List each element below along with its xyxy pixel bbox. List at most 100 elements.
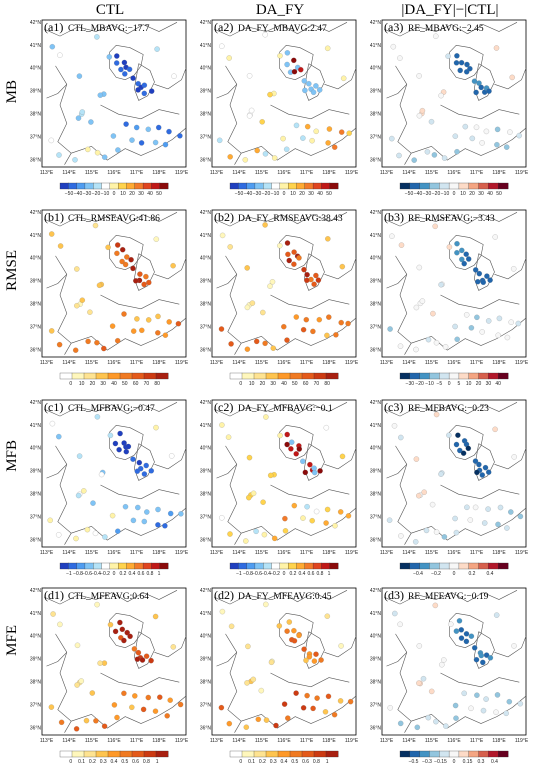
boundary-line <box>154 448 187 470</box>
colorbar-tick-label: 10 <box>466 381 472 387</box>
station-marker <box>396 152 402 159</box>
boundary-line <box>440 104 520 120</box>
colorbar-swatch <box>439 372 450 380</box>
station-marker <box>291 69 298 75</box>
colorbar-tick-label: −30 <box>423 191 432 197</box>
station-marker <box>284 628 290 634</box>
station-marker <box>85 338 91 345</box>
boundary-line <box>411 317 527 351</box>
lon-tick-label: 114°E <box>62 360 76 366</box>
station-marker <box>323 520 329 526</box>
station-marker <box>304 277 310 284</box>
lat-tick-label: 41°N <box>200 233 212 239</box>
colorbar-swatch <box>409 182 421 190</box>
lat-tick-label: 42°N <box>30 400 42 406</box>
colorbar-swatch <box>498 750 509 758</box>
colorbar-tick-label: 20 <box>476 381 482 387</box>
station-marker <box>303 316 310 323</box>
colorbar-tick-label: 0.2 <box>469 571 476 577</box>
boundary-line <box>133 631 155 669</box>
station-marker <box>167 510 174 517</box>
lat-tick-label: 37°N <box>370 135 382 141</box>
station-marker <box>517 513 524 520</box>
station-marker <box>300 135 306 141</box>
station-marker <box>453 60 460 66</box>
boundary-line <box>241 507 357 541</box>
station-marker <box>155 313 161 320</box>
boundary-line <box>241 127 357 161</box>
colorbar-tick-label: −0.2 <box>431 571 441 577</box>
lat-tick-label: 37°N <box>200 135 212 141</box>
colorbar-swatch <box>419 372 430 380</box>
station-marker <box>271 535 278 542</box>
station-marker <box>250 676 257 683</box>
station-marker <box>515 320 521 327</box>
station-marker <box>133 278 139 284</box>
station-marker <box>285 715 291 721</box>
station-marker <box>246 113 253 119</box>
station-marker <box>479 140 485 146</box>
boundary-line <box>100 294 180 310</box>
station-marker <box>152 139 159 146</box>
station-marker <box>397 621 403 628</box>
station-marker <box>283 146 290 152</box>
colorbar-tick-label: 0.2 <box>290 571 297 577</box>
colorbar-swatch <box>59 562 69 570</box>
station-marker <box>246 454 253 461</box>
map-frame <box>381 209 527 358</box>
boundary-line <box>324 448 357 470</box>
station-marker <box>262 32 268 38</box>
station-marker <box>430 310 436 317</box>
colorbar-swatch <box>458 750 470 758</box>
colorbar-swatch <box>271 182 281 190</box>
station-marker <box>309 517 315 524</box>
colorbar-tick-label: 0.6 <box>132 759 139 765</box>
station-marker <box>276 623 283 629</box>
boundary-line <box>411 127 527 161</box>
station-marker <box>452 515 458 522</box>
colorbar-swatch <box>263 562 272 570</box>
colorbar-swatch <box>109 562 119 570</box>
station-marker <box>219 232 226 239</box>
station-marker <box>461 260 467 267</box>
station-marker <box>123 449 130 455</box>
station-marker <box>90 500 96 506</box>
station-marker <box>227 244 233 250</box>
station-marker <box>486 88 492 94</box>
lat-tick-label: 40°N <box>30 634 42 640</box>
station-marker <box>88 119 94 125</box>
colorbar-tick-label: −0.3 <box>422 759 432 765</box>
station-marker <box>166 319 172 325</box>
colorbar-tick-label: −40 <box>244 191 253 197</box>
station-marker <box>413 539 419 545</box>
station-marker <box>304 503 310 510</box>
colorbar-swatch <box>468 372 480 380</box>
station-marker <box>119 247 126 253</box>
station-marker <box>301 266 307 273</box>
station-marker <box>315 277 322 283</box>
station-marker <box>324 332 330 339</box>
boundary-line <box>46 464 68 479</box>
boundary-line <box>386 652 408 667</box>
station-marker <box>134 316 140 322</box>
colorbar-tick-label: 60 <box>303 381 309 387</box>
station-marker <box>94 414 101 420</box>
colorbar-tick-label: 0 <box>113 191 116 197</box>
station-marker <box>57 243 64 249</box>
station-marker <box>171 73 177 79</box>
colorbar-swatch <box>296 562 306 570</box>
lon-tick-label: 113°E <box>380 170 394 176</box>
boundary-line <box>225 633 242 733</box>
station-marker <box>441 534 448 540</box>
lon-tick-label: 114°E <box>402 738 416 744</box>
lon-tick-label: 117°E <box>130 170 144 176</box>
station-marker <box>453 628 460 634</box>
colorbar-tick-label: 0.15 <box>463 759 473 765</box>
lon-tick-label: 114°E <box>62 170 76 176</box>
lat-tick-label: 36°N <box>200 726 212 732</box>
station-marker <box>433 718 439 725</box>
lon-tick-label: 115°E <box>85 738 99 744</box>
boundary-line <box>270 294 350 310</box>
colorbar-swatch <box>325 750 339 758</box>
station-marker <box>302 469 309 476</box>
